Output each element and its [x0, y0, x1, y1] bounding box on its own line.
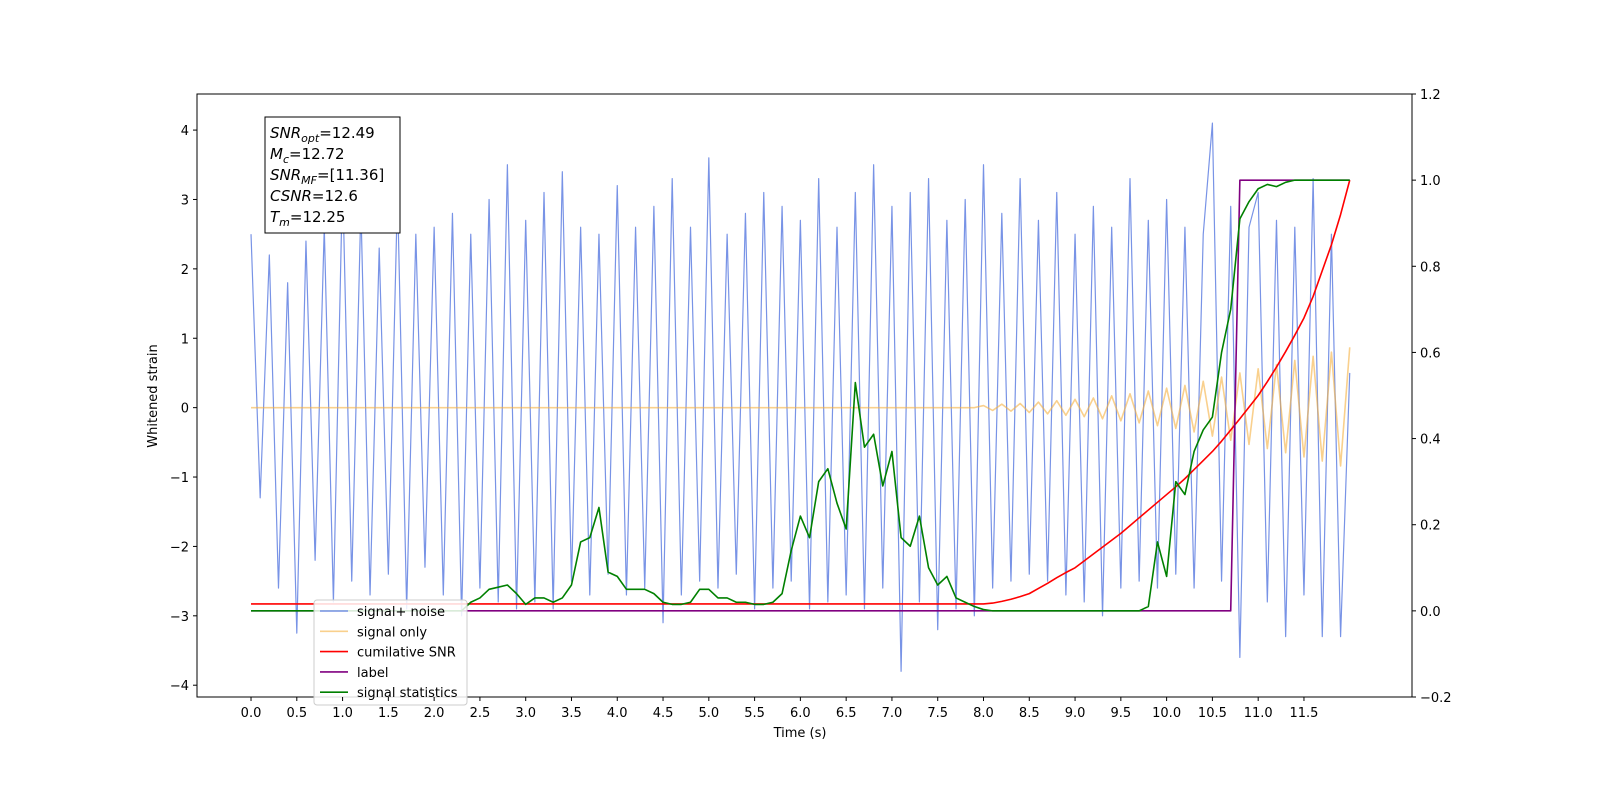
- y-tick-label: 0: [181, 402, 189, 417]
- x-tick-label: 11.0: [1244, 706, 1273, 721]
- legend-label: label: [357, 666, 388, 681]
- y-axis-label: Whitened strain: [146, 344, 161, 447]
- annotation-value: =12.25: [290, 208, 346, 226]
- legend-label: signal statistics: [357, 686, 458, 701]
- legend: signal+ noise signal only cumilative SNR la…: [313, 599, 468, 706]
- x-tick-label: 9.0: [1065, 706, 1086, 721]
- y2-tick-label: 0.0: [1420, 605, 1441, 620]
- x-tick-label: 1.0: [332, 706, 353, 721]
- y2-tick-label: 0.4: [1420, 433, 1441, 448]
- y2-tick-label: 1.2: [1420, 88, 1441, 103]
- y2-tick-label: 1.0: [1420, 174, 1441, 189]
- x-tick-label: 8.5: [1019, 706, 1040, 721]
- x-tick-label: 7.0: [882, 706, 903, 721]
- annotation-value: =12.72: [289, 145, 345, 163]
- y-tick-label: −4: [170, 679, 189, 694]
- y2-tick-label: 0.6: [1420, 346, 1441, 361]
- y-tick-label: 3: [181, 193, 189, 208]
- annotation-symbol: CSNR: [270, 187, 312, 205]
- x-tick-label: 4.0: [607, 706, 628, 721]
- y-tick-label: 2: [181, 263, 189, 278]
- x-tick-label: 6.0: [790, 706, 811, 721]
- y2-tick-label: 0.2: [1420, 519, 1441, 534]
- legend-label: signal+ noise: [357, 605, 445, 620]
- y2-tick-label: −0.2: [1420, 691, 1452, 706]
- annotation-symbol: M: [270, 145, 283, 163]
- annotation-symbol: SNR: [270, 124, 301, 142]
- annotation-value: =12.6: [312, 187, 358, 205]
- x-tick-label: 5.5: [744, 706, 765, 721]
- x-tick-label: 0.5: [286, 706, 307, 721]
- annotation-line: Tm=12.25: [270, 208, 345, 229]
- annotation-line: SNRMF=[11.36]: [270, 166, 384, 187]
- x-tick-label: 10.5: [1198, 706, 1227, 721]
- series-line: [250, 122, 1351, 672]
- annotation-value: =[11.36]: [317, 166, 384, 184]
- annotation-symbol: SNR: [270, 166, 301, 184]
- annotation-subscript: c: [283, 153, 289, 166]
- x-tick-label: 9.5: [1110, 706, 1131, 721]
- annotation-subscript: opt: [301, 132, 320, 145]
- x-tick-label: 3.0: [515, 706, 536, 721]
- legend-frame: [313, 599, 468, 706]
- x-tick-label: 6.5: [836, 706, 857, 721]
- x-tick-label: 0.0: [241, 706, 262, 721]
- x-tick-label: 5.0: [698, 706, 719, 721]
- annotation-frame: [264, 116, 401, 234]
- y-tick-label: 4: [181, 124, 189, 139]
- annotation-box: SNRopt=12.49Mc=12.72SNRMF=[11.36]CSNR=12…: [264, 116, 401, 234]
- x-axis-label: Time (s): [773, 726, 827, 741]
- annotation-subscript: MF: [301, 174, 317, 187]
- y2-tick-label: 0.8: [1420, 260, 1441, 275]
- y-tick-label: 1: [181, 332, 189, 347]
- x-tick-label: 2.0: [424, 706, 445, 721]
- x-tick-label: 10.0: [1152, 706, 1181, 721]
- annotation-symbol: T: [270, 208, 281, 226]
- legend-label: cumilative SNR: [357, 646, 456, 661]
- annotation-value: =12.49: [319, 124, 375, 142]
- x-tick-label: 4.5: [653, 706, 674, 721]
- y-tick-label: −3: [170, 610, 189, 625]
- x-tick-label: 1.5: [378, 706, 399, 721]
- y-tick-label: −2: [170, 540, 189, 555]
- series-line: [251, 347, 1351, 467]
- annotation-line: Mc=12.72: [270, 145, 345, 166]
- x-tick-label: 2.5: [470, 706, 491, 721]
- annotation-line: SNRopt=12.49: [270, 124, 375, 145]
- axes-frame: [196, 93, 1413, 698]
- x-tick-label: 11.5: [1289, 706, 1318, 721]
- y-tick-label: −1: [170, 471, 189, 486]
- x-tick-label: 8.0: [973, 706, 994, 721]
- legend-label: signal only: [357, 625, 427, 640]
- x-tick-label: 7.5: [927, 706, 948, 721]
- annotation-line: CSNR=12.6: [270, 187, 358, 205]
- x-tick-label: 3.5: [561, 706, 582, 721]
- annotation-subscript: m: [279, 216, 290, 229]
